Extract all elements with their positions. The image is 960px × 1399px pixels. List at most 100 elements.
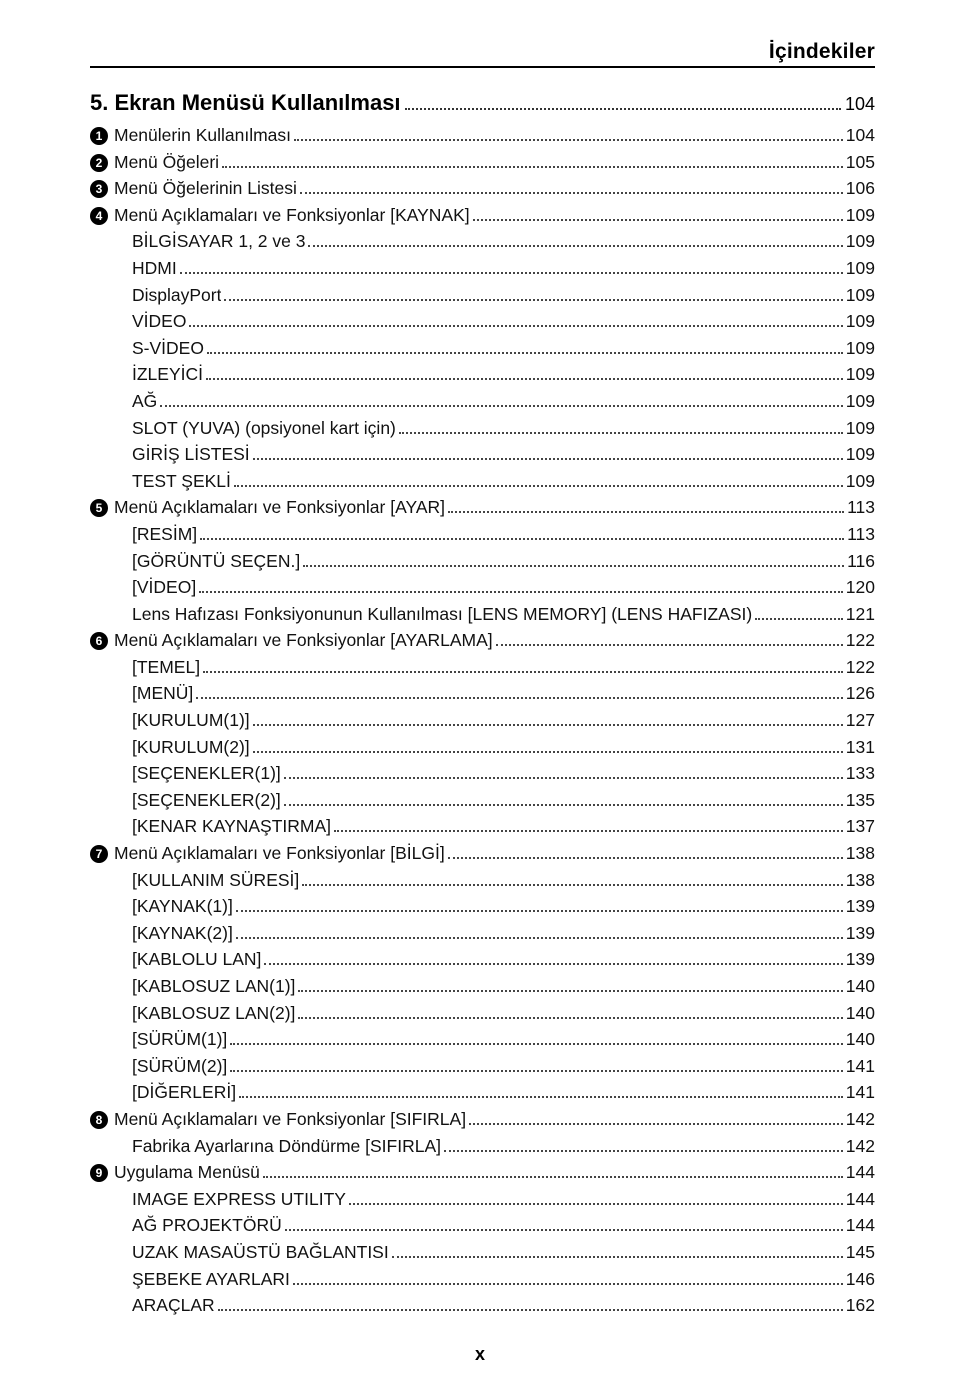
toc-label: [KABLOSUZ LAN(1)]: [132, 973, 295, 1000]
toc-label: [VİDEO]: [132, 574, 196, 601]
toc-line: [SEÇENEKLER(2)] 135: [90, 787, 875, 814]
toc-page-number: 133: [846, 760, 875, 787]
toc-page-number: 109: [846, 255, 875, 282]
toc-page-number: 121: [846, 601, 875, 628]
dot-leader: [448, 511, 844, 513]
toc-page-number: 120: [846, 574, 875, 601]
toc-line: [KULLANIM SÜRESİ]138: [90, 867, 875, 894]
toc-label: [RESİM]: [132, 521, 197, 548]
toc-line: İZLEYİCİ109: [90, 361, 875, 388]
toc-line: GİRİŞ LİSTESİ109: [90, 441, 875, 468]
toc-page-number: 122: [846, 627, 875, 654]
toc-label: BİLGİSAYAR 1, 2 ve 3: [132, 228, 305, 255]
toc-line: [KABLOLU LAN] 139: [90, 946, 875, 973]
toc-line: ARAÇLAR 162: [90, 1292, 875, 1319]
toc-label: Menü Açıklamaları ve Fonksiyonlar [BİLGİ…: [114, 840, 445, 867]
dot-leader: [180, 272, 843, 274]
toc-page-number: 109: [846, 361, 875, 388]
circled-number-icon: 8: [90, 1111, 108, 1129]
toc-line: [RESİM]113: [90, 521, 875, 548]
toc-label: [SEÇENEKLER(2)]: [132, 787, 281, 814]
toc-page-number: 109: [846, 282, 875, 309]
circled-number-icon: 1: [90, 127, 108, 145]
toc-page-number: 142: [846, 1106, 875, 1133]
toc-page-number: 139: [846, 946, 875, 973]
toc-line: [KABLOSUZ LAN(1)]140: [90, 973, 875, 1000]
toc-page-number: 140: [846, 1026, 875, 1053]
dot-leader: [224, 299, 842, 301]
dot-leader: [473, 219, 843, 221]
toc-label: Lens Hafızası Fonksiyonunun Kullanılması…: [132, 601, 752, 628]
toc-page-number: 109: [846, 308, 875, 335]
toc-label: S-VİDEO: [132, 335, 204, 362]
toc-line: [KAYNAK(2)] 139: [90, 920, 875, 947]
toc-label: ARAÇLAR: [132, 1292, 215, 1319]
dot-leader: [263, 1176, 843, 1178]
toc-label: [MENÜ]: [132, 680, 193, 707]
footer-page-number: x: [0, 1344, 960, 1365]
toc-line: [KENAR KAYNAŞTIRMA] 137: [90, 813, 875, 840]
toc-label: SLOT (YUVA) (opsiyonel kart için): [132, 415, 396, 442]
circled-number-icon: 9: [90, 1164, 108, 1182]
toc-page-number: 109: [846, 202, 875, 229]
toc-page: İçindekiler 5. Ekran Menüsü Kullanılması…: [0, 0, 960, 1399]
dot-leader: [444, 1150, 843, 1152]
toc-label: [KABLOLU LAN]: [132, 946, 261, 973]
toc-body: 1Menülerin Kullanılması1042Menü Öğeleri1…: [90, 122, 875, 1319]
toc-line: DisplayPort109: [90, 282, 875, 309]
toc-label: Menülerin Kullanılması: [114, 122, 291, 149]
dot-leader: [206, 378, 843, 380]
toc-label: TEST ŞEKLİ: [132, 468, 231, 495]
toc-label: [KAYNAK(2)]: [132, 920, 233, 947]
circled-number-icon: 4: [90, 207, 108, 225]
toc-line: SLOT (YUVA) (opsiyonel kart için)109: [90, 415, 875, 442]
dot-leader: [303, 565, 844, 567]
toc-label: [SÜRÜM(1)]: [132, 1026, 227, 1053]
toc-line: BİLGİSAYAR 1, 2 ve 3109: [90, 228, 875, 255]
toc-label: [KENAR KAYNAŞTIRMA]: [132, 813, 331, 840]
toc-page-number: 141: [846, 1079, 875, 1106]
toc-line: Lens Hafızası Fonksiyonunun Kullanılması…: [90, 601, 875, 628]
dot-leader: [236, 937, 843, 939]
dot-leader: [222, 166, 843, 168]
toc-label: VİDEO: [132, 308, 186, 335]
dot-leader: [298, 990, 842, 992]
toc-label: GİRİŞ LİSTESİ: [132, 441, 250, 468]
toc-page-number: 135: [846, 787, 875, 814]
circled-number-icon: 7: [90, 845, 108, 863]
dot-leader: [300, 192, 843, 194]
toc-page-number: 162: [846, 1292, 875, 1319]
dot-leader: [239, 1096, 843, 1098]
toc-page-number: 142: [846, 1133, 875, 1160]
toc-label: Menü Öğeleri: [114, 149, 219, 176]
toc-line: [KAYNAK(1)]139: [90, 893, 875, 920]
toc-line: Fabrika Ayarlarına Döndürme [SIFIRLA]142: [90, 1133, 875, 1160]
toc-line: TEST ŞEKLİ109: [90, 468, 875, 495]
dot-leader: [284, 777, 843, 779]
toc-label: Menü Açıklamaları ve Fonksiyonlar [KAYNA…: [114, 202, 470, 229]
page-header: İçindekiler: [90, 40, 875, 68]
dot-leader: [285, 1229, 843, 1231]
toc-page-number: 139: [846, 920, 875, 947]
toc-label: Uygulama Menüsü: [114, 1159, 260, 1186]
circled-number-icon: 5: [90, 499, 108, 517]
dot-leader: [207, 352, 843, 354]
toc-line: [KURULUM(1)]127: [90, 707, 875, 734]
toc-line: AĞ109: [90, 388, 875, 415]
toc-line: 5Menü Açıklamaları ve Fonksiyonlar [AYAR…: [90, 494, 875, 521]
toc-line: [MENÜ] 126: [90, 680, 875, 707]
toc-label: UZAK MASAÜSTÜ BAĞLANTISI: [132, 1239, 389, 1266]
toc-page-number: 146: [846, 1266, 875, 1293]
footer-page-text: x: [475, 1344, 485, 1364]
dot-leader: [284, 804, 843, 806]
toc-page-number: 137: [846, 813, 875, 840]
toc-page-number: 126: [846, 680, 875, 707]
toc-line: [TEMEL]122: [90, 654, 875, 681]
dot-leader: [253, 458, 843, 460]
header-text: İçindekiler: [769, 40, 875, 63]
toc-page-number: 116: [847, 548, 875, 575]
toc-label: [KABLOSUZ LAN(2)]: [132, 1000, 295, 1027]
toc-label: [KURULUM(2)]: [132, 734, 250, 761]
toc-page-number: 141: [846, 1053, 875, 1080]
section-title-page: 104: [845, 94, 875, 115]
